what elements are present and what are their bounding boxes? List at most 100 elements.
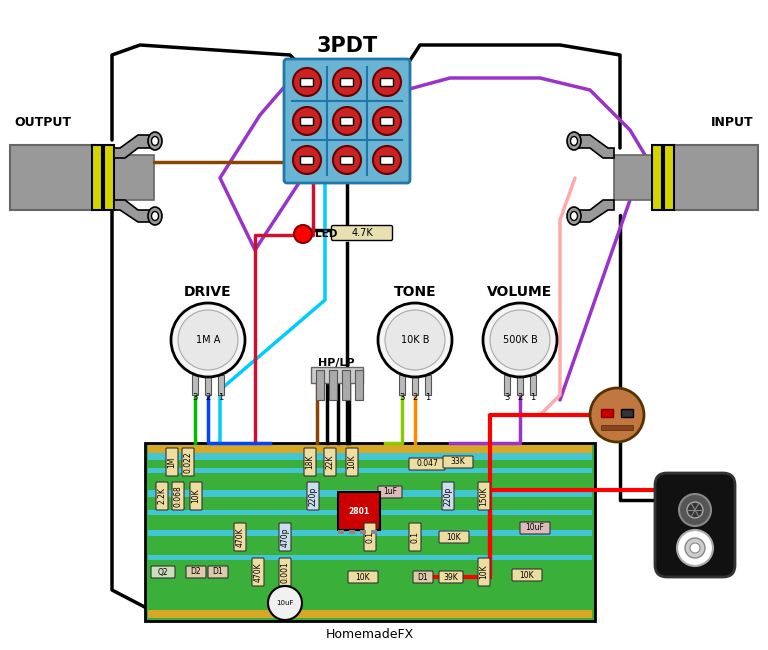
Bar: [664, 145, 674, 210]
Bar: [329, 370, 337, 400]
FancyBboxPatch shape: [655, 473, 735, 577]
Circle shape: [293, 146, 321, 174]
Text: 2.2K: 2.2K: [157, 488, 167, 504]
FancyBboxPatch shape: [279, 558, 291, 586]
Text: 4.7K: 4.7K: [351, 228, 373, 238]
Circle shape: [590, 388, 644, 442]
Text: 10K: 10K: [356, 573, 370, 582]
Polygon shape: [574, 200, 614, 222]
Text: 1M A: 1M A: [196, 335, 220, 345]
FancyBboxPatch shape: [348, 571, 378, 583]
Bar: [104, 145, 114, 210]
Text: 2: 2: [518, 393, 523, 402]
Bar: [218, 375, 224, 395]
Bar: [360, 530, 366, 534]
Text: 3: 3: [192, 393, 197, 402]
Ellipse shape: [151, 136, 158, 146]
FancyBboxPatch shape: [324, 448, 336, 476]
Circle shape: [677, 530, 713, 566]
Bar: [399, 375, 405, 395]
FancyBboxPatch shape: [279, 523, 291, 551]
Text: 33K: 33K: [451, 458, 465, 467]
Circle shape: [373, 107, 401, 135]
Text: 10uF: 10uF: [276, 600, 293, 606]
Bar: [673, 145, 758, 210]
FancyBboxPatch shape: [409, 458, 445, 470]
Text: D2: D2: [190, 567, 201, 577]
Polygon shape: [574, 135, 614, 158]
FancyBboxPatch shape: [300, 157, 313, 164]
FancyBboxPatch shape: [234, 523, 246, 551]
Ellipse shape: [148, 207, 162, 225]
Ellipse shape: [567, 207, 581, 225]
Text: Q2: Q2: [157, 567, 168, 577]
Text: HomemadeFX: HomemadeFX: [326, 627, 414, 640]
FancyBboxPatch shape: [186, 566, 206, 578]
Bar: [114, 155, 154, 200]
Circle shape: [268, 586, 302, 620]
FancyBboxPatch shape: [364, 523, 376, 551]
Text: 2801: 2801: [349, 506, 369, 515]
FancyBboxPatch shape: [300, 118, 313, 125]
Bar: [192, 375, 198, 395]
Bar: [504, 375, 510, 395]
Bar: [338, 530, 344, 534]
Bar: [92, 145, 102, 210]
FancyBboxPatch shape: [413, 571, 433, 583]
Text: 2: 2: [412, 393, 418, 402]
Text: DRIVE: DRIVE: [184, 285, 232, 299]
FancyBboxPatch shape: [409, 523, 421, 551]
Bar: [316, 370, 324, 400]
Text: 10uF: 10uF: [525, 523, 545, 532]
FancyBboxPatch shape: [380, 118, 393, 125]
Text: OUTPUT: OUTPUT: [14, 116, 71, 129]
Text: 500K B: 500K B: [502, 335, 538, 345]
FancyBboxPatch shape: [478, 558, 490, 586]
Bar: [145, 443, 595, 621]
Text: 10K: 10K: [479, 565, 488, 579]
Text: 2: 2: [205, 393, 210, 402]
Text: 18K: 18K: [306, 455, 315, 469]
FancyBboxPatch shape: [520, 522, 550, 534]
Polygon shape: [114, 135, 155, 158]
Bar: [148, 445, 592, 453]
Bar: [338, 492, 380, 530]
Bar: [311, 367, 363, 383]
FancyBboxPatch shape: [252, 558, 264, 586]
FancyBboxPatch shape: [439, 571, 463, 583]
FancyBboxPatch shape: [332, 226, 392, 240]
FancyBboxPatch shape: [346, 448, 358, 476]
Circle shape: [333, 107, 361, 135]
Bar: [148, 555, 592, 560]
Bar: [349, 530, 355, 534]
Circle shape: [171, 303, 245, 377]
Bar: [148, 468, 592, 473]
Text: 3PDT: 3PDT: [316, 36, 378, 56]
FancyBboxPatch shape: [304, 448, 316, 476]
Bar: [342, 370, 350, 400]
Text: 1: 1: [425, 393, 431, 402]
Text: 1: 1: [531, 393, 535, 402]
Circle shape: [690, 543, 700, 553]
Text: 0.001: 0.001: [280, 561, 290, 583]
Ellipse shape: [148, 132, 162, 150]
Bar: [148, 610, 592, 618]
Text: 0.047: 0.047: [416, 460, 438, 469]
Text: VOLUME: VOLUME: [488, 285, 553, 299]
Circle shape: [178, 310, 238, 370]
Text: 22K: 22K: [326, 455, 335, 469]
Circle shape: [687, 502, 703, 518]
Bar: [517, 375, 523, 395]
Circle shape: [385, 310, 445, 370]
FancyBboxPatch shape: [300, 79, 313, 86]
Text: LED: LED: [315, 229, 337, 239]
FancyBboxPatch shape: [378, 486, 402, 498]
FancyBboxPatch shape: [340, 118, 353, 125]
Bar: [601, 409, 613, 417]
Text: 220p: 220p: [443, 486, 452, 506]
Circle shape: [373, 68, 401, 96]
Circle shape: [294, 225, 312, 243]
FancyBboxPatch shape: [380, 79, 393, 86]
Text: INPUT: INPUT: [711, 116, 754, 129]
Text: D1: D1: [213, 567, 223, 577]
